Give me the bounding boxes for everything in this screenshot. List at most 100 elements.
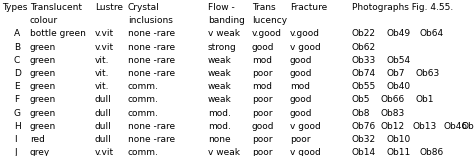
Text: green: green <box>30 122 56 131</box>
Text: Fracture: Fracture <box>290 3 327 12</box>
Text: poor: poor <box>290 135 310 144</box>
Text: mod.: mod. <box>208 122 231 131</box>
Text: Photographs Fig. 4.55.: Photographs Fig. 4.55. <box>352 3 453 12</box>
Text: mod: mod <box>252 82 272 91</box>
Text: weak: weak <box>208 56 232 65</box>
Text: dull: dull <box>95 109 112 118</box>
Text: Ob7: Ob7 <box>387 69 405 78</box>
Text: poor: poor <box>252 109 273 118</box>
Text: none -rare: none -rare <box>128 29 175 38</box>
Text: Ob62: Ob62 <box>352 43 376 52</box>
Text: comm.: comm. <box>128 148 159 156</box>
Text: none: none <box>208 135 231 144</box>
Text: v.vit: v.vit <box>95 148 114 156</box>
Text: mod: mod <box>252 56 272 65</box>
Text: vit.: vit. <box>95 82 109 91</box>
Text: v.vit: v.vit <box>95 29 114 38</box>
Text: Ob86: Ob86 <box>420 148 444 156</box>
Text: vit.: vit. <box>95 56 109 65</box>
Text: comm.: comm. <box>128 95 159 104</box>
Text: mod: mod <box>290 82 310 91</box>
Text: Flow -: Flow - <box>208 3 235 12</box>
Text: Types: Types <box>2 3 27 12</box>
Text: good: good <box>290 95 312 104</box>
Text: Ob64: Ob64 <box>420 29 444 38</box>
Text: Ob63: Ob63 <box>416 69 440 78</box>
Text: good: good <box>290 109 312 118</box>
Text: dull: dull <box>95 122 112 131</box>
Text: good: good <box>290 56 312 65</box>
Text: none -rare: none -rare <box>128 56 175 65</box>
Text: v weak: v weak <box>208 29 240 38</box>
Text: F: F <box>14 95 19 104</box>
Text: green: green <box>30 82 56 91</box>
Text: comm.: comm. <box>128 109 159 118</box>
Text: green: green <box>30 43 56 52</box>
Text: none -rare: none -rare <box>128 122 175 131</box>
Text: Ob46: Ob46 <box>444 122 468 131</box>
Text: vit.: vit. <box>95 69 109 78</box>
Text: Ob13: Ob13 <box>413 122 437 131</box>
Text: good: good <box>290 69 312 78</box>
Text: Ob22: Ob22 <box>352 29 376 38</box>
Text: mod.: mod. <box>208 109 231 118</box>
Text: dull: dull <box>95 135 112 144</box>
Text: v good: v good <box>290 148 321 156</box>
Text: Ob49: Ob49 <box>387 29 411 38</box>
Text: poor: poor <box>252 135 273 144</box>
Text: J: J <box>14 148 17 156</box>
Text: I: I <box>14 135 17 144</box>
Text: green: green <box>30 95 56 104</box>
Text: Ob8: Ob8 <box>352 109 371 118</box>
Text: B: B <box>14 43 20 52</box>
Text: strong: strong <box>208 43 237 52</box>
Text: Trans: Trans <box>252 3 275 12</box>
Text: comm.: comm. <box>128 82 159 91</box>
Text: Lustre: Lustre <box>95 3 123 12</box>
Text: v.good: v.good <box>252 29 282 38</box>
Text: H: H <box>14 122 21 131</box>
Text: Ob5: Ob5 <box>352 95 371 104</box>
Text: Ob14: Ob14 <box>352 148 376 156</box>
Text: poor: poor <box>252 148 273 156</box>
Text: lucency: lucency <box>252 16 287 25</box>
Text: Crystal: Crystal <box>128 3 160 12</box>
Text: Ob1: Ob1 <box>416 95 435 104</box>
Text: dull: dull <box>95 95 112 104</box>
Text: green: green <box>30 69 56 78</box>
Text: poor: poor <box>252 95 273 104</box>
Text: v good: v good <box>290 43 321 52</box>
Text: Ob54: Ob54 <box>387 56 411 65</box>
Text: Ob32: Ob32 <box>352 135 376 144</box>
Text: Translucent: Translucent <box>30 3 82 12</box>
Text: bottle green: bottle green <box>30 29 86 38</box>
Text: green: green <box>30 109 56 118</box>
Text: Ob66: Ob66 <box>381 95 405 104</box>
Text: weak: weak <box>208 95 232 104</box>
Text: Ob45: Ob45 <box>462 122 474 131</box>
Text: good: good <box>252 122 274 131</box>
Text: weak: weak <box>208 69 232 78</box>
Text: C: C <box>14 56 20 65</box>
Text: Ob55: Ob55 <box>352 82 376 91</box>
Text: banding: banding <box>208 16 245 25</box>
Text: v.vit: v.vit <box>95 43 114 52</box>
Text: grey: grey <box>30 148 50 156</box>
Text: v weak: v weak <box>208 148 240 156</box>
Text: Ob10: Ob10 <box>387 135 411 144</box>
Text: Ob40: Ob40 <box>387 82 411 91</box>
Text: D: D <box>14 69 21 78</box>
Text: G: G <box>14 109 21 118</box>
Text: E: E <box>14 82 19 91</box>
Text: colour: colour <box>30 16 58 25</box>
Text: v.good: v.good <box>290 29 320 38</box>
Text: none -rare: none -rare <box>128 135 175 144</box>
Text: good: good <box>252 43 274 52</box>
Text: Ob33: Ob33 <box>352 56 376 65</box>
Text: Ob11: Ob11 <box>387 148 411 156</box>
Text: v good: v good <box>290 122 321 131</box>
Text: Ob83: Ob83 <box>381 109 405 118</box>
Text: green: green <box>30 56 56 65</box>
Text: Ob74: Ob74 <box>352 69 376 78</box>
Text: poor: poor <box>252 69 273 78</box>
